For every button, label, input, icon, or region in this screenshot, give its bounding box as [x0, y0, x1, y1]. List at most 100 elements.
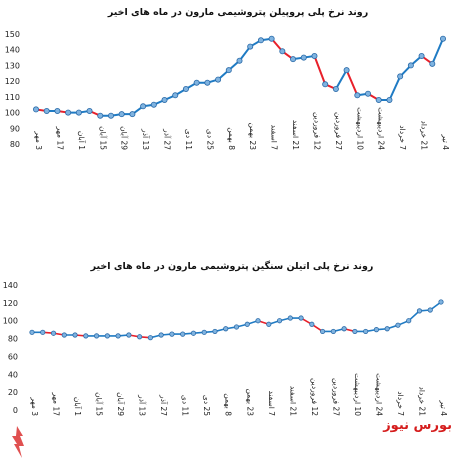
data-point: [190, 330, 197, 336]
x-tick-label: 21 خرداد: [417, 387, 426, 417]
data-point: [373, 327, 380, 333]
data-point: [65, 109, 72, 116]
data-point: [418, 53, 425, 60]
data-point: [352, 328, 358, 335]
y-tick-label: 100: [3, 317, 18, 326]
x-tick-label: 21 خرداد: [420, 121, 429, 151]
data-point: [126, 332, 132, 338]
bourse-news-emblem-icon: [12, 426, 24, 458]
x-tick-label: 21 اسفند: [291, 120, 300, 151]
data-point: [158, 332, 164, 338]
x-tick-label: 10 اردیبهشت: [355, 107, 364, 150]
data-point: [180, 331, 186, 337]
y-tick-label: 110: [5, 93, 20, 102]
chart1-title: روند نرخ پلی پروپیلن پتروشیمی مارون در م…: [107, 7, 368, 18]
x-tick-label: 4 تیر: [439, 399, 448, 416]
data-point: [309, 321, 315, 327]
y-tick-label: 100: [5, 109, 20, 118]
data-point: [300, 54, 307, 61]
data-point: [93, 333, 100, 339]
x-tick-label: 10 اردیبهشت: [353, 373, 362, 416]
y-tick-label: 60: [8, 352, 18, 361]
data-point: [257, 37, 264, 44]
data-point: [244, 321, 250, 327]
y-tick-label: 120: [5, 77, 20, 86]
data-point: [290, 56, 297, 63]
y-tick-label: 140: [5, 46, 20, 55]
y-tick-label: 140: [3, 281, 18, 290]
x-tick-label: 3 مهر: [30, 396, 39, 416]
x-tick-label: 25 دی: [205, 129, 214, 150]
data-point: [365, 90, 372, 97]
data-point: [311, 53, 318, 60]
x-tick-label: 23 بهمن: [248, 122, 257, 150]
polypropylene-price-chart: روند نرخ پلی پروپیلن پتروشیمی مارون در م…: [0, 0, 464, 220]
x-tick-label: 23 بهمن: [245, 388, 254, 416]
x-tick-label: 27 آذر: [159, 394, 169, 416]
data-point: [182, 86, 189, 93]
data-point: [427, 307, 433, 313]
x-tick-label: 12 فروردین: [312, 112, 321, 150]
x-tick-label: 8 بهمن: [227, 127, 236, 150]
hdpe-price-chart: روند نرخ پلی اتیلن سنگین پتروشیمی مارون …: [0, 250, 464, 466]
x-tick-label: 13 آذر: [138, 394, 148, 416]
data-point: [384, 326, 390, 332]
chart1-y-axis: 80 90 100 110 120 130 140 150: [5, 30, 20, 149]
data-point: [416, 308, 423, 314]
data-point: [279, 48, 286, 55]
y-tick-label: 80: [8, 335, 18, 344]
data-point: [406, 318, 412, 324]
data-point: [54, 108, 61, 115]
x-tick-label: 3 مهر: [34, 130, 43, 150]
data-point: [201, 329, 207, 335]
y-tick-label: 130: [5, 61, 20, 70]
x-tick-label: 7 اسفند: [270, 124, 279, 150]
data-point: [137, 334, 143, 340]
x-tick-label: 1 آبان: [77, 131, 87, 150]
data-point: [233, 324, 240, 330]
x-tick-label: 29 آبان: [120, 126, 130, 150]
chart1-x-axis: 3 مهر 17 مهر 1 آبان 15 آبان 29 آبان 13 آذر 27 …: [34, 107, 450, 150]
data-point: [332, 86, 339, 93]
x-tick-label: 24 اردیبهشت: [377, 107, 386, 150]
data-point: [61, 332, 67, 338]
y-tick-label: 120: [3, 299, 18, 308]
data-point: [72, 332, 78, 338]
data-point: [298, 315, 304, 321]
data-point: [97, 112, 104, 119]
x-tick-label: 1 آبان: [73, 397, 83, 416]
data-point: [266, 321, 272, 327]
x-tick-label: 25 دی: [202, 395, 211, 416]
chart1-series: [33, 35, 446, 119]
x-tick-label: 27 فروردین: [334, 112, 343, 150]
x-tick-label: 7 اسفند: [267, 390, 276, 416]
data-point: [386, 97, 393, 104]
data-point: [268, 35, 275, 42]
x-tick-label: 27 آذر: [163, 128, 173, 150]
data-point: [287, 315, 293, 321]
x-tick-label: 4 تیر: [441, 133, 450, 150]
data-point: [439, 35, 446, 42]
chart2-series: [29, 299, 444, 341]
series-segment: [431, 37, 444, 65]
x-tick-label: 24 اردیبهشت: [374, 373, 383, 416]
x-tick-label: 7 خرداد: [398, 125, 407, 150]
data-point: [429, 60, 436, 67]
data-point: [407, 62, 414, 69]
x-tick-label: 11 دی: [181, 395, 190, 416]
data-point: [43, 108, 50, 115]
data-point: [397, 73, 404, 80]
chart2-x-axis: 3 مهر 17 مهر 1 آبان 15 آبان 29 آبان 13 آذر 27 …: [30, 373, 448, 416]
data-point: [83, 333, 89, 339]
bourse-news-logo-text: بورس نیوز: [383, 418, 452, 433]
data-point: [193, 79, 200, 86]
data-point: [236, 57, 243, 64]
data-point: [322, 81, 329, 88]
data-point: [86, 108, 93, 115]
series-segment: [313, 55, 327, 86]
data-point: [107, 112, 114, 119]
x-tick-label: 11 دی: [184, 129, 193, 150]
y-tick-label: 0: [13, 406, 18, 415]
x-tick-label: 21 اسفند: [288, 386, 297, 417]
data-point: [150, 101, 157, 108]
